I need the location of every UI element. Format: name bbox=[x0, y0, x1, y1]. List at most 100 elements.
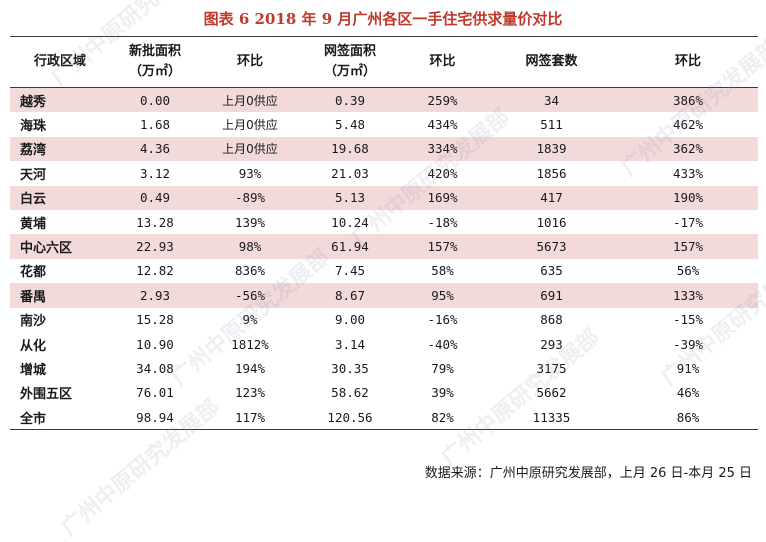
cell-signed-mom: 169% bbox=[427, 190, 458, 206]
cell-supply: 98.94 bbox=[136, 409, 174, 425]
cell-district: 增城 bbox=[20, 362, 47, 378]
cell-district: 黄埔 bbox=[20, 216, 47, 232]
table-row: 荔湾 4.36 上月0供应 19.68 334% 1839 362% bbox=[10, 136, 758, 162]
cell-units: 511 bbox=[540, 117, 563, 133]
cell-signed-mom: 39% bbox=[431, 385, 454, 401]
cell-supply-mom: 上月0供应 bbox=[222, 142, 278, 157]
cell-signed-mom: 157% bbox=[427, 239, 458, 255]
cell-signed: 0.39 bbox=[334, 92, 366, 108]
cell-supply-mom: -89% bbox=[234, 190, 266, 206]
cell-supply-mom: 836% bbox=[234, 263, 266, 279]
cell-units: 5673 bbox=[536, 239, 567, 255]
table-row: 中心六区 22.93 98% 61.94 157% 5673 157% bbox=[10, 234, 758, 259]
cell-signed-mom: 95% bbox=[431, 287, 454, 303]
cell-district: 海珠 bbox=[20, 119, 47, 135]
table-row: 南沙 15.28 9% 9.00 -16% 868 -15% bbox=[10, 308, 758, 332]
header-signed-area: 网签面积 （万㎡） bbox=[300, 37, 400, 88]
cell-units: 868 bbox=[540, 312, 563, 328]
table-title: 图表 6 2018 年 9 月广州各区一手住宅供求量价对比 bbox=[203, 10, 563, 28]
cell-supply-mom: 117% bbox=[234, 409, 266, 425]
cell-signed-mom: 259% bbox=[427, 92, 458, 108]
cell-district: 越秀 bbox=[20, 94, 47, 110]
cell-signed: 30.35 bbox=[331, 360, 369, 376]
cell-supply: 3.12 bbox=[139, 165, 171, 181]
cell-supply-mom: 98% bbox=[238, 239, 262, 255]
table-row: 天河 3.12 93% 21.03 420% 1856 433% bbox=[10, 161, 758, 185]
cell-supply-mom: 上月0供应 bbox=[222, 118, 278, 133]
cell-units: 5662 bbox=[536, 385, 567, 401]
cell-units-mom: 133% bbox=[672, 287, 704, 303]
cell-supply: 15.28 bbox=[136, 312, 174, 328]
cell-units: 417 bbox=[540, 190, 563, 206]
cell-units: 635 bbox=[540, 263, 563, 279]
cell-signed-mom: 420% bbox=[427, 165, 458, 181]
cell-supply-mom: 上月0供应 bbox=[222, 93, 278, 108]
cell-supply-mom: 194% bbox=[234, 360, 266, 376]
supply-demand-table: 行政区域 新批面积 （万㎡） 环比 网签面积 （万㎡） 环比 网签套数 环比 越… bbox=[10, 36, 758, 430]
cell-signed: 9.00 bbox=[334, 312, 366, 328]
header-supply-line1: 新批面积 bbox=[128, 44, 181, 59]
cell-district: 白云 bbox=[20, 192, 47, 208]
cell-supply: 76.01 bbox=[136, 385, 174, 401]
cell-signed-mom: 79% bbox=[431, 360, 454, 376]
cell-signed-mom: -40% bbox=[427, 336, 458, 352]
cell-units-mom: 86% bbox=[676, 409, 700, 425]
cell-units-mom: 433% bbox=[672, 165, 704, 181]
cell-supply: 34.08 bbox=[136, 360, 174, 376]
table-row: 从化 10.90 1812% 3.14 -40% 293 -39% bbox=[10, 332, 758, 356]
cell-district: 外围五区 bbox=[20, 387, 73, 403]
header-signed-mom: 环比 bbox=[429, 54, 456, 69]
header-signed-line2: （万㎡） bbox=[323, 64, 376, 79]
cell-signed-mom: 334% bbox=[427, 141, 458, 157]
cell-signed: 5.48 bbox=[334, 117, 366, 133]
cell-signed: 8.67 bbox=[334, 287, 366, 303]
cell-units: 3175 bbox=[536, 360, 567, 376]
cell-signed: 21.03 bbox=[331, 165, 369, 181]
cell-units-mom: 91% bbox=[676, 360, 700, 376]
cell-supply-mom: 1812% bbox=[231, 336, 269, 352]
cell-signed: 5.13 bbox=[334, 190, 366, 206]
header-units-mom: 环比 bbox=[674, 54, 701, 69]
cell-units-mom: 157% bbox=[672, 239, 704, 255]
cell-supply: 12.82 bbox=[136, 263, 174, 279]
cell-units-mom: -15% bbox=[672, 312, 704, 328]
cell-supply: 13.28 bbox=[136, 214, 174, 230]
cell-units-mom: 46% bbox=[676, 385, 700, 401]
cell-supply-mom: -56% bbox=[234, 287, 266, 303]
cell-supply-mom: 93% bbox=[238, 165, 262, 181]
cell-units: 1016 bbox=[536, 214, 567, 230]
cell-signed-mom: -18% bbox=[427, 214, 458, 230]
cell-supply: 4.36 bbox=[139, 141, 171, 157]
cell-units-mom: 190% bbox=[672, 190, 704, 206]
cell-signed: 120.56 bbox=[327, 409, 373, 425]
cell-district: 天河 bbox=[20, 167, 47, 183]
cell-district: 荔湾 bbox=[20, 143, 47, 159]
header-supply-mom: 环比 bbox=[236, 54, 263, 69]
cell-units: 11335 bbox=[532, 409, 571, 425]
cell-supply: 0.49 bbox=[139, 190, 171, 206]
table-row: 越秀 0.00 上月0供应 0.39 259% 34 386% bbox=[10, 87, 758, 113]
header-signed-line1: 网签面积 bbox=[323, 44, 376, 59]
table-row: 花都 12.82 836% 7.45 58% 635 56% bbox=[10, 259, 758, 283]
header-supply-line2: （万㎡） bbox=[128, 64, 181, 79]
cell-units-mom: 386% bbox=[672, 92, 704, 108]
cell-units-mom: 462% bbox=[672, 117, 704, 133]
cell-signed-mom: 82% bbox=[431, 409, 454, 425]
table-row: 黄埔 13.28 139% 10.24 -18% 1016 -17% bbox=[10, 210, 758, 234]
cell-supply-mom: 9% bbox=[242, 312, 258, 328]
cell-signed: 19.68 bbox=[331, 141, 369, 157]
table-row: 全市 98.94 117% 120.56 82% 11335 86% bbox=[10, 405, 758, 430]
table-row: 海珠 1.68 上月0供应 5.48 434% 511 462% bbox=[10, 112, 758, 136]
table-header-row: 行政区域 新批面积 （万㎡） 环比 网签面积 （万㎡） 环比 网签套数 环比 bbox=[10, 36, 758, 88]
cell-supply: 2.93 bbox=[139, 287, 171, 303]
cell-units: 293 bbox=[540, 336, 563, 352]
cell-supply-mom: 123% bbox=[234, 385, 266, 401]
cell-units-mom: 362% bbox=[672, 141, 704, 157]
cell-district: 番禺 bbox=[20, 289, 47, 305]
cell-signed: 10.24 bbox=[331, 214, 369, 230]
cell-supply-mom: 139% bbox=[234, 214, 266, 230]
cell-supply: 0.00 bbox=[139, 92, 171, 108]
cell-units: 691 bbox=[540, 287, 563, 303]
cell-signed: 7.45 bbox=[334, 263, 366, 279]
cell-signed-mom: 434% bbox=[427, 117, 458, 133]
